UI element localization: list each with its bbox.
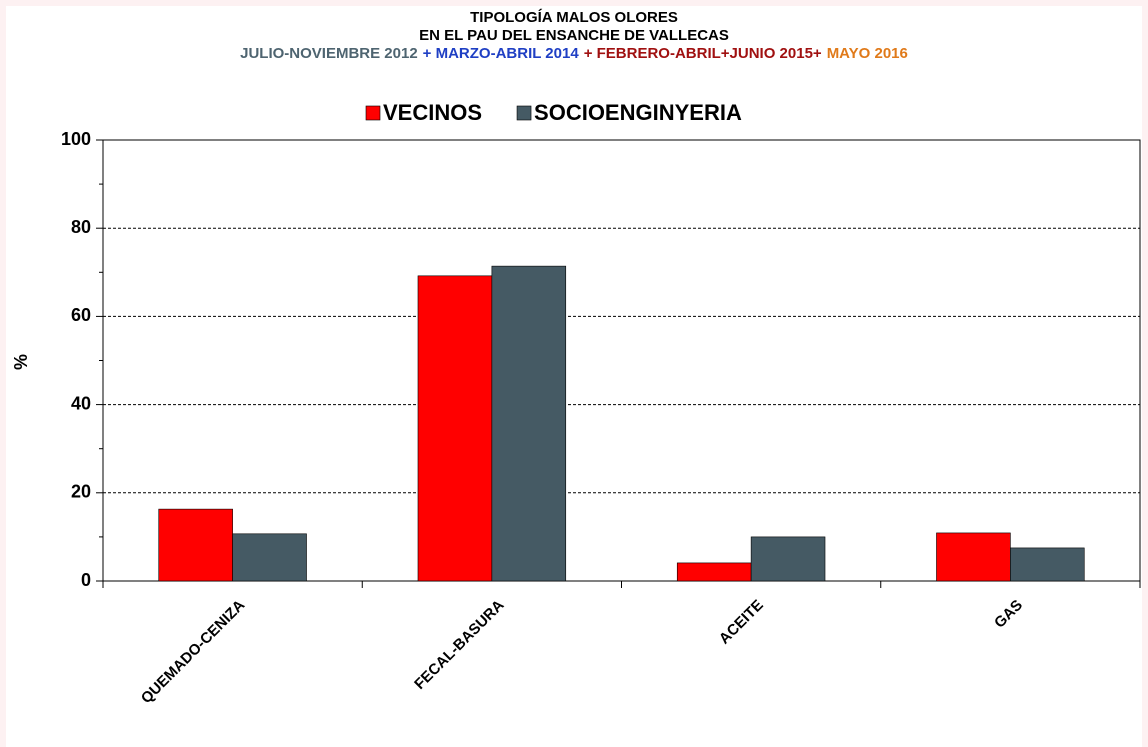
y-tick-label: 40 xyxy=(71,393,91,413)
y-tick-label: 20 xyxy=(71,482,91,502)
bar xyxy=(491,265,567,582)
bar xyxy=(750,536,826,582)
subtitle-part: + FEBRERO-ABRIL+JUNIO 2015+ xyxy=(584,45,822,62)
subtitle-part: MAYO 2016 xyxy=(827,45,908,62)
y-tick-label: 0 xyxy=(81,570,91,590)
chart-subtitle: JULIO-NOVIEMBRE 2012 + MARZO-ABRIL 2014 + … xyxy=(240,45,908,62)
chart-title: EN EL PAU DEL ENSANCHE DE VALLECAS xyxy=(419,27,729,44)
bar xyxy=(232,533,307,582)
y-tick-label: 100 xyxy=(61,129,91,149)
plot-area xyxy=(102,139,1141,582)
legend-label: VECINOS xyxy=(383,100,482,125)
legend-swatch xyxy=(365,105,381,121)
y-tick-label: 80 xyxy=(71,217,91,237)
y-axis-title: % xyxy=(11,354,31,370)
subtitle-part: JULIO-NOVIEMBRE 2012 xyxy=(240,45,418,62)
bar xyxy=(936,532,1011,582)
y-tick-label: 60 xyxy=(71,305,91,325)
bar xyxy=(1010,547,1085,582)
subtitle-part: + MARZO-ABRIL 2014 xyxy=(423,45,580,62)
legend-swatch xyxy=(516,105,532,121)
chart-title: TIPOLOGÍA MALOS OLORES xyxy=(470,9,678,26)
legend-label: SOCIOENGINYERIA xyxy=(534,100,742,125)
bar xyxy=(417,275,493,582)
bar xyxy=(676,562,752,582)
bar xyxy=(158,508,233,582)
